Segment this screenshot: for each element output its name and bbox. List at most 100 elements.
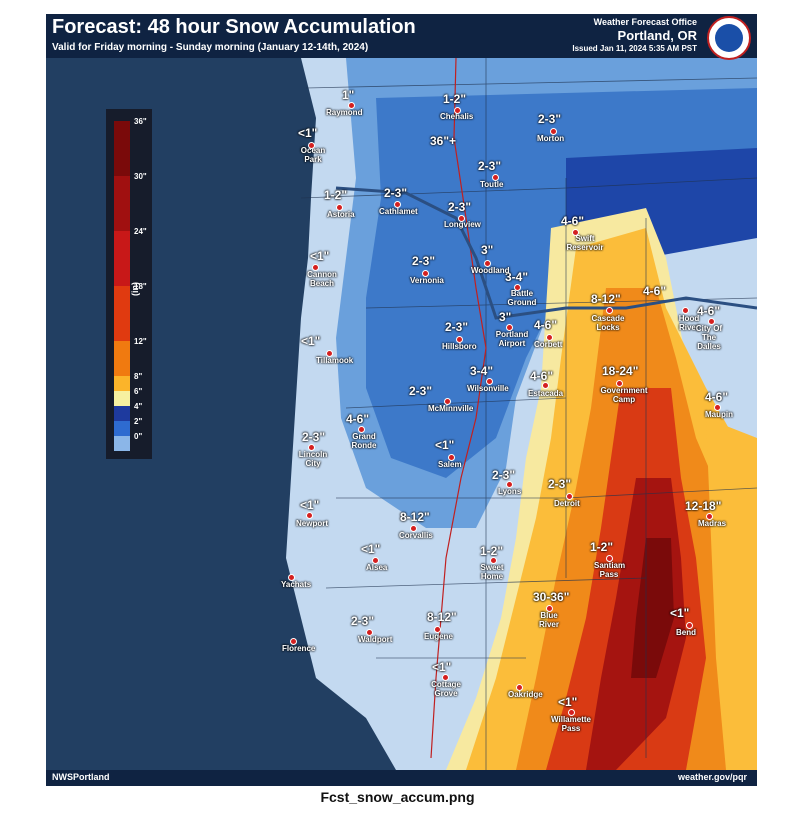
city-marker [550, 128, 557, 135]
legend-tick: 6" [134, 387, 143, 396]
legend-swatch-30 [114, 176, 130, 231]
city-marker [572, 229, 579, 236]
nws-logo [707, 16, 751, 60]
amount-label: 3-4" [505, 270, 529, 284]
place-label: Lincoln City [298, 450, 328, 468]
place-label: Vernonia [410, 276, 444, 285]
city-marker [348, 102, 355, 109]
amount-label: 4-6" [346, 412, 370, 426]
city-marker [458, 215, 465, 222]
place-label: Yachats [281, 580, 312, 589]
place-label: Lyons [498, 487, 522, 496]
legend-tick: 24" [134, 227, 147, 236]
place-label: Estacada [528, 389, 564, 398]
place-label: City Of The Dalles [695, 324, 723, 351]
place-label: Corbett [534, 340, 563, 349]
city-marker [326, 350, 333, 357]
place-label: Eugene [424, 632, 453, 641]
city-marker [686, 622, 693, 629]
place-label: Cannon Beach [307, 270, 337, 288]
city-marker [336, 204, 343, 211]
city-marker [606, 307, 613, 314]
office-url[interactable]: weather.gov/pqr [677, 772, 747, 782]
city-marker [358, 426, 365, 433]
city-marker [542, 382, 549, 389]
header-bar: Forecast: 48 hour Snow Accumulation Vali… [46, 14, 757, 60]
amount-label: 4-6" [697, 304, 721, 318]
city-marker [566, 493, 573, 500]
legend-tick: 2" [134, 417, 143, 426]
place-label: Morton [537, 134, 565, 143]
amount-label: <1" [432, 660, 452, 674]
issued-time: Issued Jan 11, 2024 5:35 AM PST [572, 44, 697, 53]
city-marker [288, 574, 295, 581]
amount-label: 8-12" [591, 292, 621, 306]
legend-swatch-36 [114, 121, 130, 176]
city-marker [456, 336, 463, 343]
amount-label: 2-3" [548, 477, 572, 491]
place-label: Salem [438, 460, 462, 469]
city-marker [486, 378, 493, 385]
amount-label: 30-36" [533, 590, 570, 604]
place-label: Longview [444, 220, 481, 229]
social-handle[interactable]: NWSPortland [52, 772, 110, 782]
place-label: Toutle [480, 180, 504, 189]
legend-swatch-2 [114, 421, 130, 436]
office-block: Weather Forecast Office Portland, OR Iss… [572, 17, 697, 54]
place-label: Blue River [538, 611, 559, 629]
snow-map [46, 58, 757, 770]
legend-tick: 18" [134, 282, 147, 291]
place-label: Cathlamet [379, 207, 418, 216]
legend-tick: 12" [134, 337, 147, 346]
amount-label: 4-6" [705, 390, 729, 404]
map-title: Forecast: 48 hour Snow Accumulation [52, 16, 416, 38]
city-marker [484, 260, 491, 267]
city-marker [306, 512, 313, 519]
footer-bar: NWSPortland weather.gov/pqr [46, 770, 757, 786]
amount-label: <1" [435, 438, 455, 452]
legend-tick: 0" [134, 432, 143, 441]
city-marker [706, 513, 713, 520]
amount-label: 2-3" [409, 384, 433, 398]
amount-label: 4-6" [530, 369, 554, 383]
amount-label: 2-3" [448, 200, 472, 214]
place-label: Sweet Home [480, 563, 504, 581]
amount-label: 4-6" [534, 318, 558, 332]
city-marker [434, 626, 441, 633]
amount-label: <1" [301, 334, 321, 348]
place-label: Hillsboro [442, 342, 477, 351]
place-label: Willamette Pass [551, 715, 591, 733]
place-label: Detroit [554, 499, 580, 508]
legend-swatch-6 [114, 391, 130, 406]
legend-tick: 8" [134, 372, 143, 381]
legend-swatch-18 [114, 286, 130, 341]
amount-label: 2-3" [478, 159, 502, 173]
city-marker [442, 674, 449, 681]
legend-swatch-12 [114, 341, 130, 376]
amount-label: 4-6" [643, 284, 667, 298]
city-marker [568, 709, 575, 716]
city-marker [506, 324, 513, 331]
amount-label: 2-3" [412, 254, 436, 268]
city-marker [492, 174, 499, 181]
amount-label: 3" [499, 310, 512, 324]
amount-label: 8-12" [427, 610, 457, 624]
legend-swatch-0 [114, 436, 130, 451]
amount-label: 12-18" [685, 499, 722, 513]
amount-label: 3-4" [470, 364, 494, 378]
place-label: Santiam Pass [594, 561, 626, 579]
city-marker [308, 444, 315, 451]
city-marker [708, 318, 715, 325]
place-label: Swift Reservoir [566, 234, 604, 252]
amount-label: <1" [298, 126, 318, 140]
place-label: Grand Ronde [351, 432, 377, 450]
place-label: Chehalis [440, 112, 474, 121]
place-label: Oakridge [508, 690, 543, 699]
amount-label: 1-2" [324, 188, 348, 202]
place-label: Alsea [366, 563, 388, 572]
city-marker [714, 404, 721, 411]
amount-label: 2-3" [302, 430, 326, 444]
city-marker [516, 684, 523, 691]
legend-tick: 4" [134, 402, 143, 411]
place-label: Raymond [326, 108, 363, 117]
